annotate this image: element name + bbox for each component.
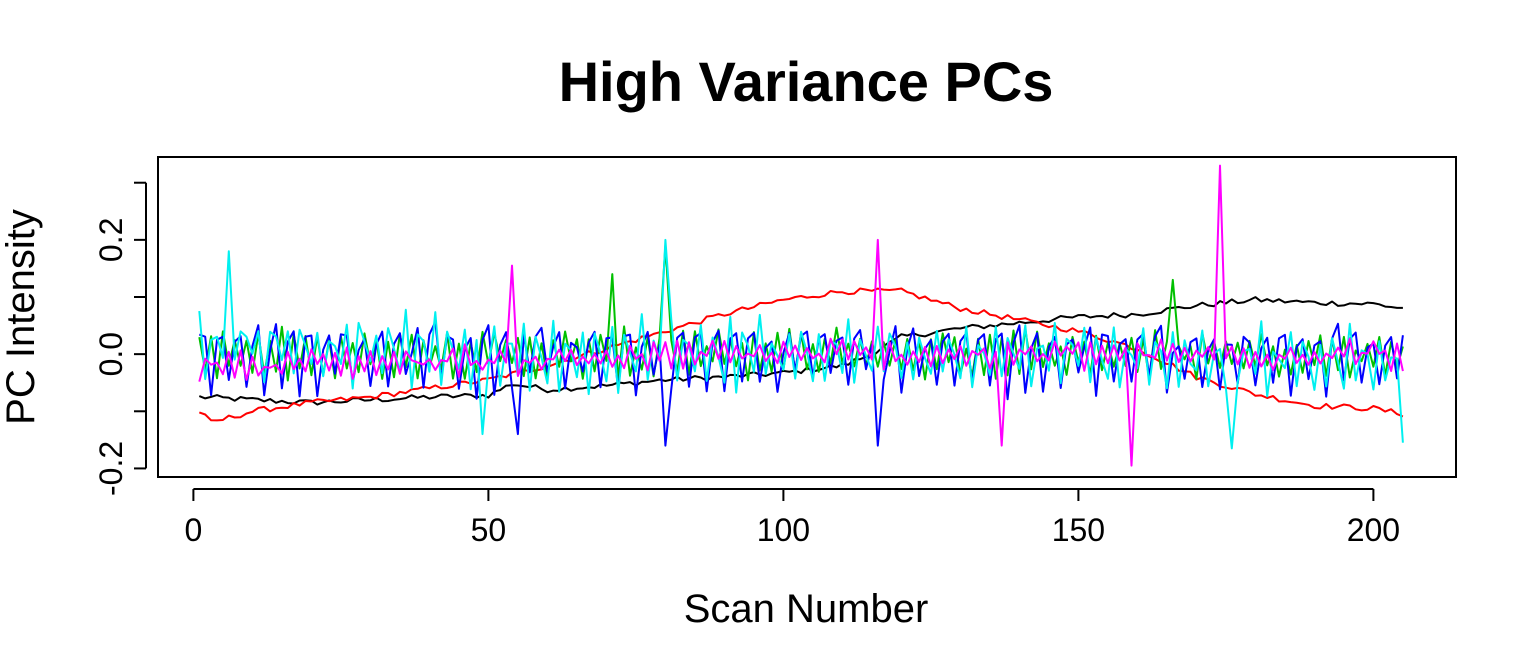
series-layer: [198, 164, 1404, 467]
y-tick-label: 0.2: [93, 218, 129, 262]
x-axis-label: Scan Number: [684, 587, 929, 631]
y-tick-label: 0.0: [93, 332, 129, 376]
x-tick-label: 0: [185, 512, 203, 548]
x-axis: 0 50 100 150 200: [185, 488, 1400, 548]
series-line: [198, 164, 1404, 467]
x-tick-label: 150: [1052, 512, 1105, 548]
x-tick-label: 200: [1347, 512, 1400, 548]
y-axis: -0.2 0.0 0.2: [93, 181, 147, 496]
chart-title: High Variance PCs: [559, 50, 1054, 113]
x-tick-label: 100: [757, 512, 810, 548]
series-line: [198, 320, 1404, 447]
x-tick-label: 50: [471, 512, 507, 548]
series-line: [198, 296, 1403, 406]
y-tick-label: -0.2: [93, 441, 129, 496]
series-line: [198, 287, 1404, 422]
plot-frame: [157, 156, 1457, 478]
y-axis-label: PC Intensity: [0, 209, 43, 425]
